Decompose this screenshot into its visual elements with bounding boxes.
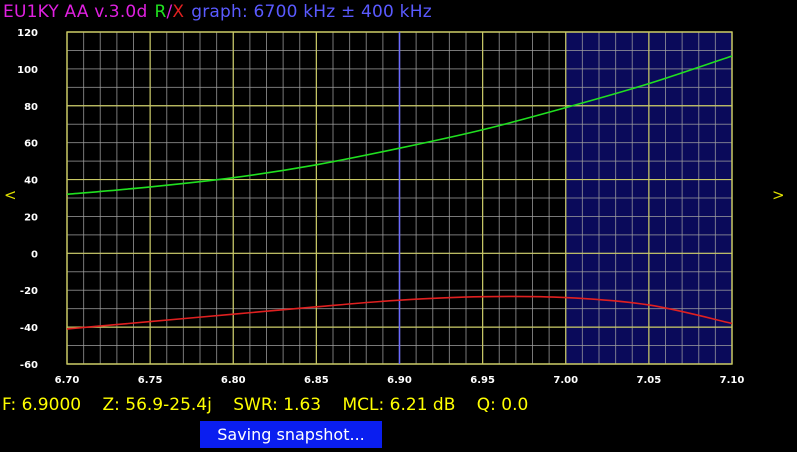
y-tick-label: 20 — [24, 212, 38, 223]
y-tick-label: 120 — [17, 28, 38, 39]
x-tick-label: 6.95 — [470, 375, 495, 386]
app-title-bar: EU1KY AA v.3.0d R/X graph: 6700 kHz ± 400 … — [3, 2, 432, 22]
y-tick-label: -20 — [20, 286, 38, 297]
impedance-readout: Z: 56.9-25.4j — [102, 395, 212, 415]
y-tick-label: 100 — [17, 65, 38, 76]
q-readout: Q: 0.0 — [476, 395, 529, 415]
y-tick-label: 0 — [31, 249, 38, 260]
swr-readout: SWR: 1.63 — [233, 395, 322, 415]
x-tick-label: 6.75 — [138, 375, 163, 386]
y-tick-label: 40 — [24, 176, 38, 187]
series-line-x — [66, 295, 733, 330]
x-tick-label: 7.10 — [720, 375, 745, 386]
x-tick-label: 6.80 — [221, 375, 246, 386]
r-label: R — [154, 2, 167, 22]
x-tick-label: 6.85 — [304, 375, 329, 386]
x-tick-label: 7.05 — [637, 375, 662, 386]
device-name: EU1KY AA v.3.0d — [3, 2, 148, 22]
y-tick-label: -40 — [20, 323, 38, 334]
measurement-status: F: 6.9000 Z: 56.9-25.4j SWR: 1.63 MCL: 6… — [2, 395, 544, 415]
saving-snapshot-button[interactable]: Saving snapshot... — [200, 421, 382, 448]
y-tick-label: -60 — [20, 360, 38, 371]
y-tick-label: 60 — [24, 139, 38, 150]
scroll-right-button[interactable]: > — [772, 186, 785, 204]
graph-range-label: graph: 6700 kHz ± 400 kHz — [191, 2, 432, 22]
rx-separator: / — [166, 2, 173, 22]
x-label: X — [172, 2, 185, 22]
scroll-left-button[interactable]: < — [4, 186, 17, 204]
series-line-r — [66, 55, 733, 196]
x-tick-label: 6.90 — [387, 375, 412, 386]
frequency-readout: F: 6.9000 — [2, 395, 82, 415]
y-tick-label: 80 — [24, 102, 38, 113]
x-tick-label: 7.00 — [553, 375, 578, 386]
mcl-readout: MCL: 6.21 dB — [342, 395, 456, 415]
x-tick-label: 6.70 — [55, 375, 80, 386]
